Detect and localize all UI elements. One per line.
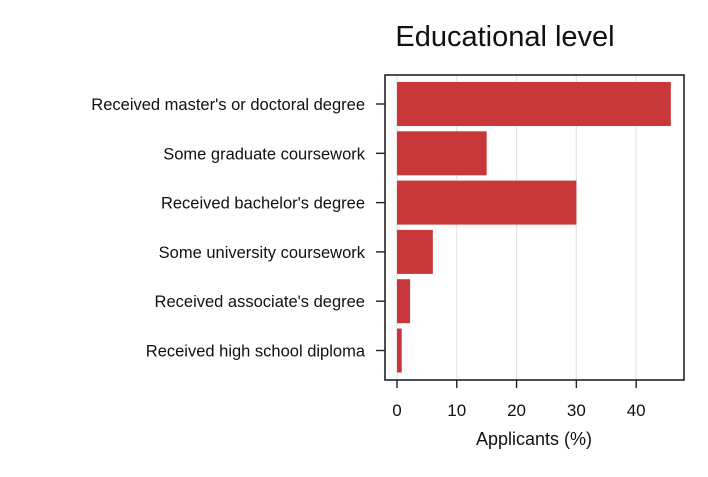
x-tick-label-0: 0 [392, 401, 401, 420]
x-axis: 0 10 20 30 40 [392, 380, 646, 420]
y-tick-label-1: Some graduate coursework [163, 145, 366, 163]
bar-3 [396, 229, 433, 274]
y-tick-label-5: Received high school diploma [146, 343, 366, 361]
plot-frame [384, 74, 685, 381]
x-tick-label-40: 40 [627, 401, 646, 420]
y-tick-label-0: Received master's or doctoral degree [91, 96, 365, 114]
y-tick-label-3: Some university coursework [159, 244, 366, 262]
bar-4 [396, 279, 411, 324]
bar-5 [396, 328, 402, 373]
y-axis: Received master's or doctoral degree Some… [91, 96, 385, 361]
y-tick-label-4: Received associate's degree [155, 293, 365, 311]
x-tick-label-30: 30 [567, 401, 586, 420]
x-tick-label-20: 20 [507, 401, 526, 420]
bar-0 [396, 82, 671, 126]
x-axis-label: Applicants (%) [476, 429, 592, 449]
bars [396, 82, 671, 373]
y-tick-label-2: Received bachelor's degree [161, 195, 365, 213]
bar-1 [396, 131, 487, 176]
bar-2 [396, 180, 577, 225]
x-tick-label-10: 10 [447, 401, 466, 420]
chart-title: Educational level [395, 21, 614, 53]
